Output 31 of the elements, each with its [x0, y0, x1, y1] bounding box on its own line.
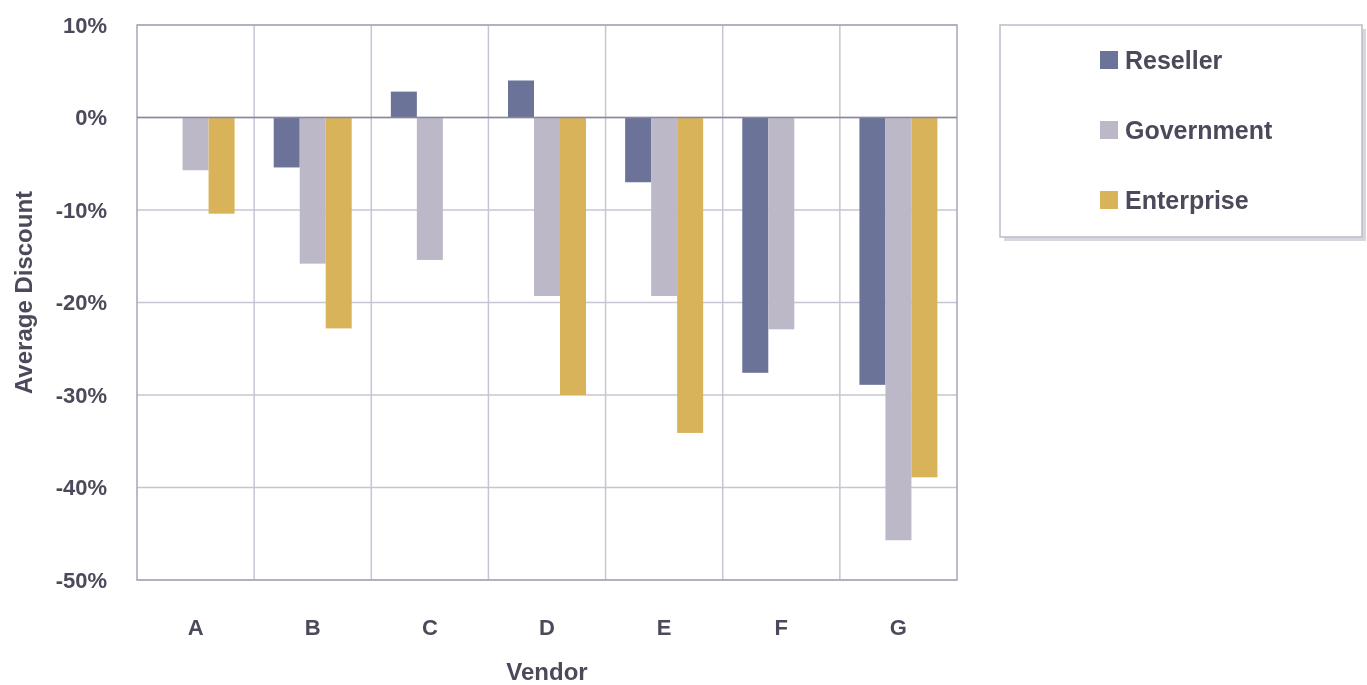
y-tick-label: 10% [62, 12, 107, 38]
bar [859, 117, 886, 385]
bar [508, 80, 534, 118]
y-tick-label: -30% [55, 382, 107, 408]
x-tick-label: G [889, 615, 907, 640]
x-tick-label: A [187, 615, 204, 640]
x-tick-label: E [656, 615, 672, 640]
bar [677, 117, 704, 433]
bar [273, 117, 300, 168]
bar [325, 117, 352, 329]
x-tick-label: C [421, 615, 438, 640]
y-tick-label: 0% [75, 105, 107, 131]
y-axis-title: Average Discount [10, 190, 37, 395]
y-tick-label: -10% [55, 197, 107, 223]
y-tick-label: -20% [55, 290, 107, 316]
y-tick-label: -40% [55, 475, 107, 501]
legend-label: Reseller [1125, 45, 1223, 74]
x-axis-title: Vendor [506, 658, 588, 685]
y-tick-label: -50% [55, 567, 107, 593]
x-tick-label: D [539, 615, 555, 640]
bar [560, 117, 586, 395]
bar [390, 91, 417, 118]
bar [182, 117, 209, 171]
x-tick-label: B [304, 615, 321, 640]
bar [911, 117, 938, 478]
x-tick-label: F [774, 615, 789, 640]
bar [742, 117, 769, 373]
bar [208, 117, 235, 214]
bar [625, 117, 652, 183]
legend-label: Government [1125, 115, 1273, 144]
legend-label: Enterprise [1125, 185, 1249, 214]
